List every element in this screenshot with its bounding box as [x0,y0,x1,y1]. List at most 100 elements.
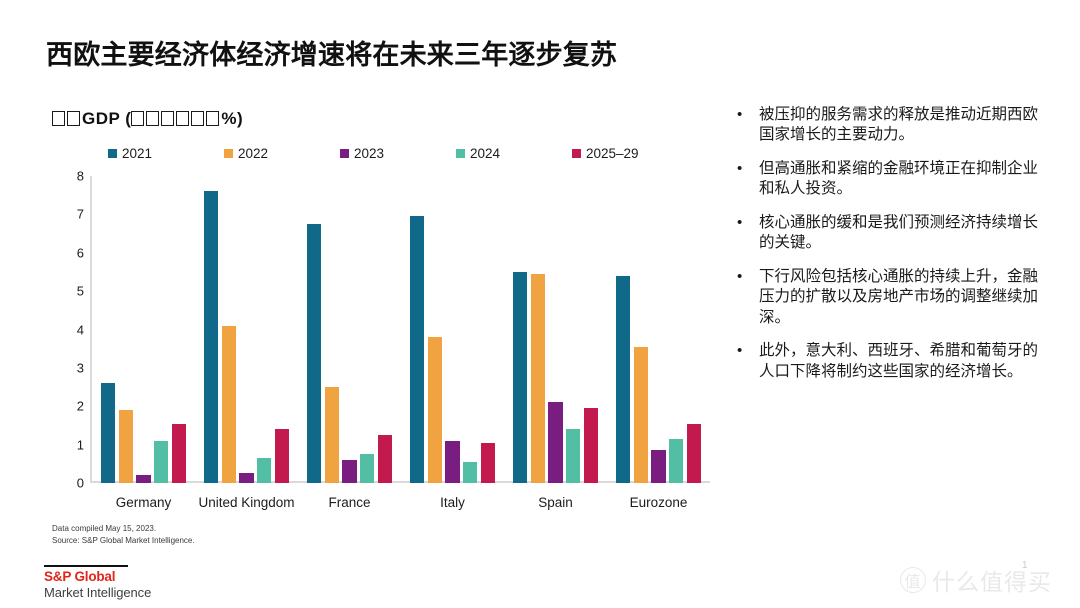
bar-slot [203,176,219,483]
missing-glyph-box [161,111,175,126]
bar-slot [171,176,187,483]
legend-item-2021[interactable]: 2021 [108,146,224,161]
bar-slot [377,176,393,483]
bullet-dot-icon: • [737,267,743,285]
bullet-text: 核心通胀的缓和是我们预测经济持续增长的关键。 [759,213,1039,252]
bar-spain-2022[interactable] [530,273,546,483]
bullet-item: • 核心通胀的缓和是我们预测经济持续增长的关键。 [733,213,1053,254]
legend-label: 2022 [238,146,269,161]
bar-group-spain: Spain [504,176,607,510]
x-axis-label-spain: Spain [538,495,573,510]
bar-eurozone-2024[interactable] [668,438,684,483]
bar-slot [359,176,375,483]
bullet-dot-icon: • [737,213,743,231]
bar-france-2025-29[interactable] [377,435,393,483]
bar-france-2024[interactable] [359,454,375,483]
legend-label: 2023 [354,146,385,161]
logo-secondary-text: Market Intelligence [44,584,152,600]
y-axis-line [90,176,92,483]
legend-label: 2024 [470,146,501,161]
bar-germany-2025-29[interactable] [171,423,187,483]
bar-spain-2025-29[interactable] [583,408,599,483]
y-axis-tick-label: 0 [76,475,84,491]
watermark: 值 什么值得买 [900,563,1052,597]
x-axis-label-france: France [328,495,371,510]
bar-slot [462,176,478,483]
bar-italy-2021[interactable] [409,216,425,483]
x-axis-label-united-kingdom: United Kingdom [198,495,295,510]
bar-slot [118,176,134,483]
missing-glyph-box [67,111,80,126]
legend-swatch-icon [108,149,117,158]
x-axis-label-italy: Italy [440,495,465,510]
missing-glyph-box [146,111,160,126]
legend-label: 2025–29 [586,146,639,161]
sp-global-logo: S&P Global Market Intelligence [44,565,151,601]
bar-eurozone-2025-29[interactable] [686,423,702,483]
bar-eurozone-2023[interactable] [651,450,666,483]
bar-group-united-kingdom: United Kingdom [195,176,298,510]
chart-legend: 2021 2022 2023 2024 2025–29 [108,146,688,161]
bar-slot [409,176,425,483]
chart-subtitle: GDP (%) [52,109,243,129]
bar-eurozone-2022[interactable] [633,346,649,483]
logo-rule [44,565,128,568]
bar-united-kingdom-2025-29[interactable] [274,429,290,483]
legend-label: 2021 [122,146,153,161]
bar-germany-2021[interactable] [100,383,116,483]
bullet-text: 下行风险包括核心通胀的持续上升，金融压力的扩散以及房地产市场的调整继续加深。 [759,267,1039,326]
bar-united-kingdom-2021[interactable] [203,191,219,483]
bullet-dot-icon: • [737,159,743,177]
bullet-item: • 被压抑的服务需求的释放是推动近期西欧国家增长的主要动力。 [733,105,1053,146]
bar-spain-2024[interactable] [565,429,581,483]
bar-germany-2023[interactable] [136,475,151,483]
bar-spain-2023[interactable] [548,402,563,483]
y-axis-tick-label: 5 [76,283,84,299]
bar-slot [221,176,237,483]
bar-italy-2023[interactable] [445,440,460,483]
y-axis-tick-label: 7 [76,206,84,222]
bar-germany-2022[interactable] [118,410,134,483]
bar-germany-2024[interactable] [153,440,169,483]
bar-slot [274,176,290,483]
bar-italy-2022[interactable] [427,337,443,483]
bar-france-2021[interactable] [306,223,322,483]
bar-group-france: France [298,176,401,510]
footnote-line-compiled: Data compiled May 15, 2023. [52,524,157,533]
y-axis-tick-label: 3 [76,360,84,376]
bar-slot [530,176,546,483]
bullet-item: • 下行风险包括核心通胀的持续上升，金融压力的扩散以及房地产市场的调整继续加深。 [733,267,1053,328]
bar-united-kingdom-2022[interactable] [221,325,237,483]
legend-swatch-icon [572,149,581,158]
footnote-line-source: Source: S&P Global Market Intelligence. [52,536,195,545]
bar-eurozone-2021[interactable] [615,275,631,483]
bar-france-2022[interactable] [324,387,340,483]
bar-united-kingdom-2024[interactable] [256,458,272,483]
bar-france-2023[interactable] [342,459,357,483]
bar-italy-2024[interactable] [462,461,478,483]
logo-primary-text: S&P Global [44,569,116,585]
bullet-text: 但高通胀和紧缩的金融环境正在抑制企业和私人投资。 [759,159,1039,198]
missing-glyph-box [131,111,145,126]
bar-slot [306,176,322,483]
bullet-dot-icon: • [737,342,743,360]
watermark-badge-icon: 值 [900,567,926,593]
x-axis-line [90,481,710,483]
legend-item-2022[interactable]: 2022 [224,146,340,161]
legend-item-2025-29[interactable]: 2025–29 [572,146,688,161]
legend-swatch-icon [456,149,465,158]
bar-united-kingdom-2023[interactable] [239,473,254,483]
legend-item-2024[interactable]: 2024 [456,146,572,161]
bar-italy-2025-29[interactable] [480,442,496,483]
bullet-list: • 被压抑的服务需求的释放是推动近期西欧国家增长的主要动力。 • 但高通胀和紧缩的金融… [733,105,1053,395]
legend-item-2023[interactable]: 2023 [340,146,456,161]
missing-glyph-box [52,111,65,126]
missing-glyph-box [176,111,190,126]
bar-slot [256,176,272,483]
bar-slot [615,176,631,483]
bar-slot [668,176,684,483]
bar-slot [239,176,254,483]
bar-spain-2021[interactable] [512,271,528,483]
bar-slot [342,176,357,483]
bar-slot [686,176,702,483]
